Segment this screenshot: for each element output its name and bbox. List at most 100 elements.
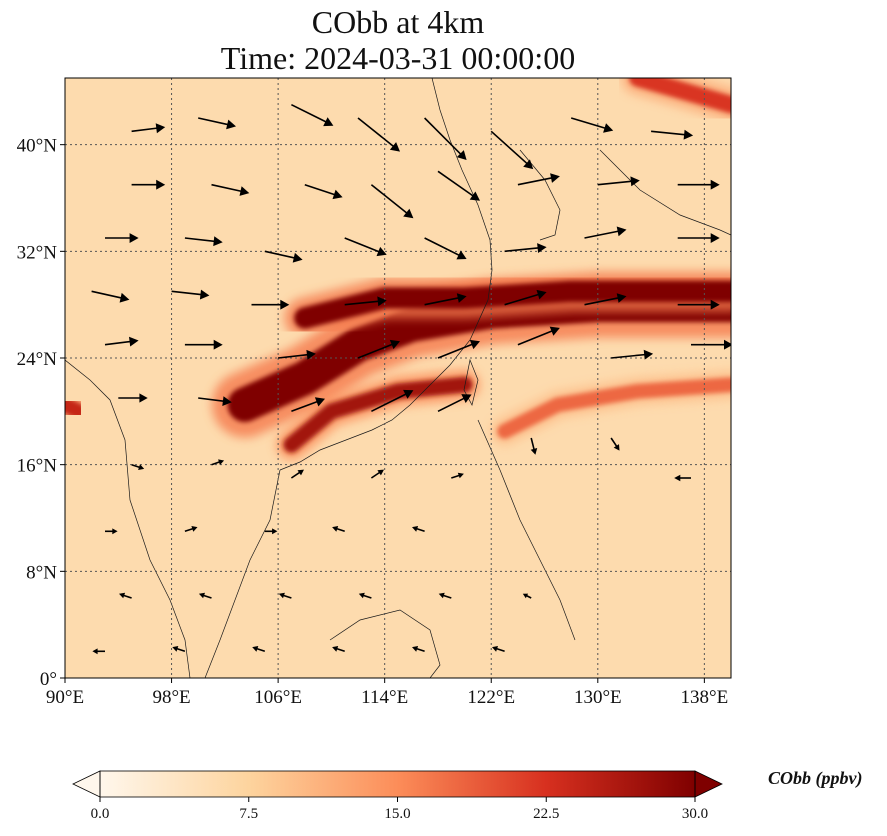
wind-arrow-head (461, 394, 472, 403)
wind-arrow-head (213, 339, 223, 350)
wind-arrow-head (129, 336, 139, 347)
wind-arrow-shaft (437, 170, 475, 198)
wind-arrow-shaft (278, 353, 309, 359)
wind-arrow-shaft (282, 594, 292, 599)
wind-arrow-shaft (584, 296, 620, 306)
wind-arrow-shaft (504, 293, 540, 306)
wind-arrow-shaft (437, 343, 474, 359)
wind-arrow-shaft (131, 463, 141, 469)
wind-arrow-shaft (495, 647, 505, 653)
wind-arrow-shaft (490, 130, 529, 165)
wind-arrow-head (129, 233, 139, 243)
wind-vectors (91, 103, 731, 655)
wind-arrow-head (252, 646, 259, 652)
wind-arrow-shaft (91, 290, 123, 299)
wind-arrow-shaft (597, 180, 633, 186)
colorbar-label: CObb (ppbv) (768, 768, 863, 788)
plume-core-1 (294, 280, 731, 329)
wind-arrow-head (358, 592, 365, 599)
x-tick-label: 122°E (467, 687, 515, 708)
wind-arrow-shaft (517, 176, 553, 186)
coastline-philippines (477, 419, 576, 641)
wind-arrow-head (522, 593, 529, 599)
wind-arrow-head (226, 119, 236, 130)
wind-arrow-head (674, 474, 681, 482)
colorbar-ticks (99, 797, 696, 802)
wind-arrow-shaft (304, 183, 336, 196)
wind-arrow-head (710, 233, 720, 243)
chart-subtitle: Time: 2024-03-31 00:00:00 (220, 40, 576, 76)
wind-arrow-shaft (290, 471, 301, 479)
wind-arrow-shaft (256, 647, 266, 653)
wind-arrow-head (155, 123, 166, 134)
wind-arrow-head (377, 296, 387, 307)
wind-arrow-head (172, 646, 179, 652)
wind-arrow-head (613, 444, 620, 451)
wind-arrow-shaft (291, 400, 319, 413)
wind-arrow-shaft (104, 340, 132, 346)
chart-title: CObb at 4km (311, 4, 485, 40)
wind-arrow-shaft (357, 117, 395, 148)
colorbar-tick-label: 0.0 (90, 806, 110, 822)
wind-arrow-head (412, 646, 419, 652)
x-tick-label: 98°E (152, 687, 190, 708)
coastline-indochina (204, 469, 281, 678)
wind-arrow-head (191, 526, 198, 532)
wind-arrow-head (280, 299, 290, 310)
wind-arrow-shaft (424, 117, 463, 156)
colorbar-max-extension (694, 770, 723, 798)
wind-arrow-head (403, 208, 414, 219)
wind-arrow-shaft (442, 594, 452, 599)
wind-arrow-head (456, 150, 467, 160)
wind-arrow-shaft (371, 392, 408, 413)
wind-arrow-shaft (344, 237, 381, 253)
wind-arrow-head (332, 526, 339, 532)
colorbar-tick-label: 22.5 (533, 806, 560, 822)
wind-arrow-head (213, 236, 223, 247)
wind-arrow-shaft (202, 594, 212, 599)
wind-arrow-shaft (415, 647, 425, 653)
wind-arrow-shaft (424, 296, 460, 306)
wind-arrow-head (292, 252, 303, 263)
wind-arrow-shaft (504, 247, 540, 253)
colorbar-gradient (100, 771, 695, 797)
x-tick-label: 106°E (254, 687, 302, 708)
wind-arrow-head (389, 339, 400, 350)
wind-arrow-shaft (530, 437, 535, 451)
wind-arrow-shaft (291, 103, 328, 124)
wind-arrow-head (297, 469, 304, 476)
wind-arrow-head (306, 349, 316, 360)
wind-arrow-head (222, 396, 232, 406)
x-tick-label: 90°E (46, 687, 84, 708)
wind-arrow-head (138, 464, 145, 470)
wind-arrow-head (469, 339, 480, 350)
colorbar-tick-label: 15.0 (384, 806, 411, 822)
wind-arrow-head (438, 592, 445, 599)
wind-arrow-head (683, 129, 694, 140)
coastline-japan (599, 149, 731, 236)
coastline-taiwan (463, 358, 479, 406)
wind-arrow-head (456, 293, 467, 303)
wind-arrow-shaft (370, 184, 409, 215)
plume-core-4 (65, 396, 87, 420)
wind-arrow-shaft (211, 461, 221, 466)
wind-arrow-shaft (335, 647, 345, 653)
wind-arrow-shaft (184, 527, 194, 533)
wind-arrow-head (119, 592, 126, 599)
x-tick-label: 138°E (681, 687, 729, 708)
wind-arrow-head (403, 389, 414, 399)
wind-arrow-head (530, 448, 538, 455)
wind-arrow-head (616, 293, 627, 303)
wind-arrow-shaft (610, 437, 618, 448)
wind-arrow-head (278, 592, 285, 599)
wind-arrow-head (389, 142, 400, 152)
wind-arrow-shaft (122, 594, 132, 599)
wind-arrow-shaft (517, 329, 554, 346)
coastlines (65, 78, 731, 678)
wind-arrow-head (119, 292, 130, 303)
coastline-china (279, 78, 493, 471)
wind-arrow-head (710, 299, 720, 310)
y-tick-label: 24°N (17, 349, 58, 370)
wind-arrow-head (630, 176, 640, 187)
